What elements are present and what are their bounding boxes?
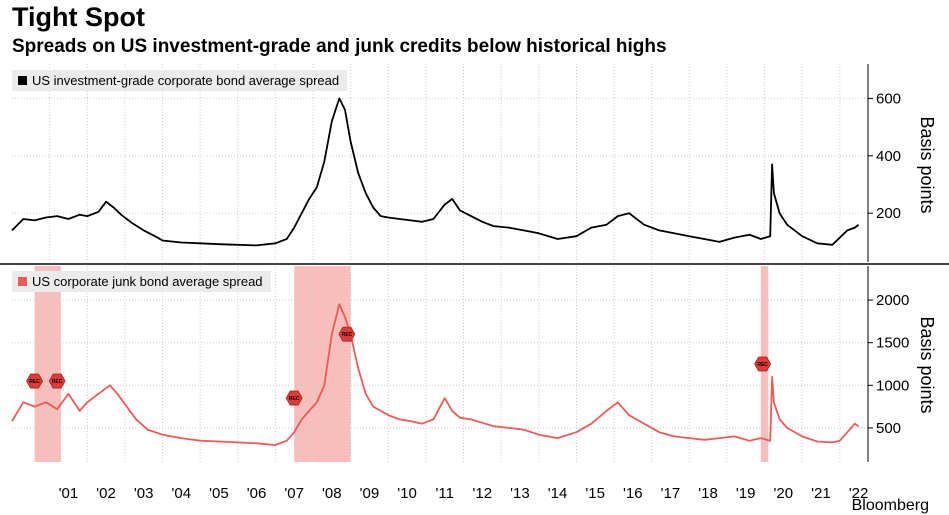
junk-y-tick-label: 2000 xyxy=(876,292,909,309)
junk-y-tick-label: 500 xyxy=(876,420,901,437)
x-tick-label: '17 xyxy=(661,485,681,502)
x-tick-label: '02 xyxy=(96,485,116,502)
x-tick-label: '22 xyxy=(849,485,869,502)
ig-legend: US investment-grade corporate bond avera… xyxy=(12,70,348,91)
ig-legend-swatch xyxy=(18,76,27,85)
recession-band xyxy=(294,266,351,462)
x-tick-label: '12 xyxy=(473,485,493,502)
recession-marker-label: REC xyxy=(29,379,40,385)
ig-y-tick-label: 600 xyxy=(876,90,901,107)
ig-series-line xyxy=(11,97,860,247)
x-tick-label: '01 xyxy=(59,485,79,502)
x-tick-label: '03 xyxy=(134,485,154,502)
junk-legend-label: US corporate junk bond average spread xyxy=(32,274,263,289)
recession-band xyxy=(34,266,61,462)
recession-marker-icon xyxy=(338,326,356,342)
x-tick-label: '10 xyxy=(397,485,417,502)
recession-marker-label: REC xyxy=(342,332,353,338)
x-tick-label: '18 xyxy=(698,485,718,502)
chart-title: Tight Spot xyxy=(12,2,145,32)
x-tick-label: '19 xyxy=(736,485,756,502)
x-tick-label: '21 xyxy=(811,485,831,502)
junk-legend-swatch xyxy=(18,277,27,286)
x-tick-label: '09 xyxy=(360,485,380,502)
x-tick-label: '08 xyxy=(322,485,342,502)
junk-y-tick-label: 1500 xyxy=(876,335,909,352)
junk-y-tick-label: 1000 xyxy=(876,377,909,394)
junk-series-line xyxy=(11,303,860,446)
x-tick-label: '04 xyxy=(172,485,192,502)
x-tick-label: '14 xyxy=(548,485,568,502)
x-tick-label: '20 xyxy=(774,485,794,502)
ig-ylabel: Basis points xyxy=(917,116,937,213)
x-tick-label: '15 xyxy=(585,485,605,502)
recession-marker-icon xyxy=(285,390,303,406)
recession-marker-label: REC xyxy=(52,379,63,385)
recession-marker-label: REC xyxy=(289,396,300,402)
ig-y-tick-label: 200 xyxy=(876,205,901,222)
source-footer: Bloomberg xyxy=(851,497,929,514)
x-tick-label: '11 xyxy=(435,485,453,502)
recession-marker-label: REC xyxy=(757,362,768,368)
x-tick-label: '16 xyxy=(623,485,643,502)
x-tick-label: '13 xyxy=(510,485,530,502)
ig-legend-label: US investment-grade corporate bond avera… xyxy=(32,73,340,88)
x-tick-label: '05 xyxy=(209,485,229,502)
recession-marker-icon xyxy=(48,373,66,389)
chart-subtitle: Spreads on US investment-grade and junk … xyxy=(12,36,667,57)
ig-y-tick-label: 400 xyxy=(876,148,901,165)
recession-marker-icon xyxy=(754,356,772,372)
junk-legend: US corporate junk bond average spread xyxy=(12,271,271,292)
x-tick-label: '06 xyxy=(247,485,267,502)
junk-ylabel: Basis points xyxy=(917,316,937,413)
x-tick-label: '07 xyxy=(284,485,304,502)
recession-marker-icon xyxy=(26,373,44,389)
